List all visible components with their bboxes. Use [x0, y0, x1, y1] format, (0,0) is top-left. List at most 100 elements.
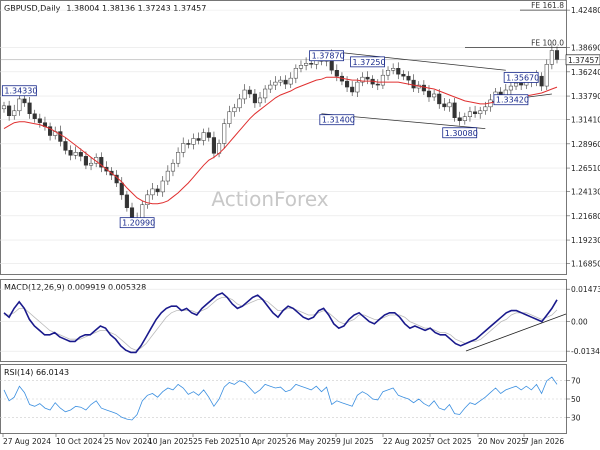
rsi-tick-label: 30 [571, 413, 581, 422]
candle-body [124, 194, 129, 208]
candle-body [237, 98, 242, 109]
candle-body [32, 113, 37, 119]
candle-body [519, 82, 524, 86]
candle-body [37, 118, 42, 123]
rsi-title: RSI(14) 66.0143 [4, 368, 69, 377]
candle-body [186, 143, 191, 145]
candle-body [426, 90, 432, 98]
candle-body [293, 68, 298, 79]
candle-body [304, 63, 309, 66]
candle-body [360, 76, 365, 83]
candle-body [334, 70, 339, 77]
candle-body [411, 79, 416, 89]
candle-body [27, 102, 32, 115]
candle-body [385, 70, 391, 76]
candle-body [401, 73, 406, 77]
candle-body [242, 89, 247, 100]
candle-body [508, 85, 513, 91]
candle-body [257, 97, 263, 104]
macd-line [3, 292, 558, 354]
candle-body [227, 111, 232, 124]
price-tick-label: 1.16850 [571, 260, 600, 269]
price-panel [0, 0, 567, 275]
price-level-text: 1.35670 [506, 73, 539, 82]
price-tick-label: 1.42480 [571, 6, 600, 15]
candle-body [83, 156, 88, 166]
macd-tick-label: 0.014734 [571, 285, 600, 294]
x-tick-label: 7 Jan 2026 [524, 437, 564, 446]
candle-body [391, 68, 396, 71]
candle-body [298, 65, 304, 69]
macd-trendline [465, 313, 567, 352]
candle-body [421, 84, 426, 92]
x-tick-label: 22 Aug 2025 [383, 437, 431, 446]
last-price-badge [565, 54, 600, 66]
x-tick-label: 26 May 2025 [287, 437, 336, 446]
price-tick-label: 1.26510 [571, 164, 600, 173]
macd-panel [0, 279, 567, 362]
candle-body [201, 132, 206, 141]
candle-body [513, 82, 519, 87]
price-level-label [503, 72, 539, 83]
candle-body [447, 102, 452, 108]
fib-label: FE 161.8 [531, 1, 564, 10]
candle-body [176, 152, 181, 164]
candle-body [17, 98, 22, 112]
candle-body [145, 194, 150, 205]
candle-body [345, 80, 350, 88]
candle-body [88, 162, 94, 166]
price-title-symbol: GBPUSD,Daily [4, 4, 61, 13]
fib-label: FE 100.0 [531, 39, 564, 48]
candle-body [442, 103, 447, 108]
x-tick-label: 10 Oct 2024 [56, 437, 103, 446]
price-level-text: 1.30080 [445, 129, 478, 138]
candle-body [467, 111, 473, 117]
macd-tick-label: 0.00 [571, 318, 588, 327]
macd-title: MACD(12,26,9) 0.009919 0.005328 [4, 283, 146, 292]
candle-body [473, 111, 478, 115]
price-tick-label: 1.36240 [571, 68, 600, 77]
candle-body [406, 75, 411, 81]
price-level-label [493, 94, 529, 106]
x-tick-label: 10 Apr 2025 [240, 437, 287, 446]
candle-body [129, 207, 135, 219]
candle-body [432, 93, 437, 98]
price-title-ohlc: 1.38004 1.38136 1.37243 1.37457 [66, 4, 206, 13]
rsi-tick-label: 50 [571, 395, 581, 404]
rsi-tick-label: 70 [571, 377, 581, 386]
candle-body [437, 93, 442, 105]
candle-body [247, 89, 252, 95]
candle-body [181, 143, 186, 153]
price-level-label [350, 56, 385, 68]
x-tick-label: 9 Jul 2025 [336, 437, 374, 446]
moving-average-line [3, 76, 558, 205]
x-tick-label: 25 Feb 2025 [193, 437, 240, 446]
candle-body [170, 162, 176, 172]
candle-body [48, 126, 53, 136]
candle-body [155, 188, 160, 193]
price-level-text: 1.37250 [353, 58, 386, 67]
x-tick-label: 27 Aug 2024 [3, 437, 51, 446]
last-price-label: 1.37457 [568, 56, 599, 65]
candle-body [211, 137, 216, 154]
candle-body [283, 79, 288, 85]
candle-body [206, 132, 211, 138]
price-level-label [442, 127, 478, 139]
macd-tick-label: -0.013442 [571, 347, 600, 356]
candle-body [309, 63, 314, 65]
candle-body [150, 188, 155, 196]
candle-body [278, 79, 283, 83]
candle-body [12, 110, 17, 116]
price-level-text: 1.33420 [496, 96, 529, 105]
candle-body [457, 117, 462, 121]
candle-body [355, 81, 360, 93]
price-level-label [119, 217, 155, 229]
channel-trendline [321, 50, 506, 71]
candle-body [7, 105, 12, 116]
candle-body [452, 102, 457, 118]
price-tick-label: 1.24130 [571, 188, 600, 197]
candle-body [196, 138, 201, 141]
price-level-label [1, 85, 37, 97]
candle-body [396, 68, 401, 75]
price-level-text: 1.34330 [4, 87, 37, 96]
